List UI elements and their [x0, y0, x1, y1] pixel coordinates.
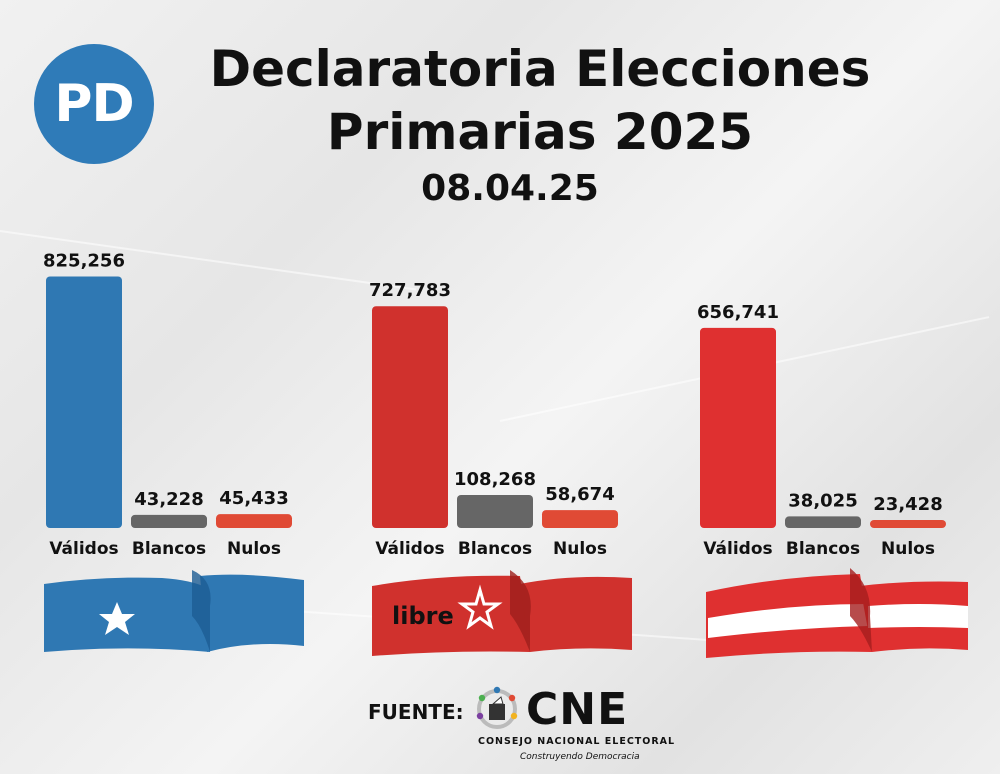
chart-1: 825,256 Válidos 43,228 Blancos 45,433 Nulos	[43, 250, 292, 559]
bar-nulos	[542, 510, 618, 528]
bar-value-label: 727,783	[369, 280, 451, 301]
category-label: Nulos	[227, 539, 281, 559]
category-label: Blancos	[132, 539, 206, 559]
pd-logo: PD	[34, 44, 154, 164]
bar-blancos	[457, 495, 533, 528]
star-flag-icon	[44, 570, 304, 652]
bar-validos	[372, 306, 448, 528]
page-date: 08.04.25	[421, 168, 599, 209]
bar-value-label: 656,741	[697, 302, 779, 323]
cne-tagline: Construyendo Democracia	[520, 752, 640, 762]
pd-logo-text: PD	[54, 74, 134, 134]
chart-3: 656,741 Válidos 38,025 Blancos 23,428 Nulos	[697, 302, 946, 559]
category-label: Válidos	[375, 539, 444, 559]
category-label: Nulos	[553, 539, 607, 559]
libre-flag-icon: libre	[372, 570, 632, 656]
chart-2: 727,783 Válidos 108,268 Blancos 58,674 Nulos	[369, 280, 618, 559]
category-label: Válidos	[49, 539, 118, 559]
bar-validos	[46, 276, 122, 528]
category-label: Nulos	[881, 539, 935, 559]
bar-value-label: 108,268	[454, 469, 536, 490]
bar-blancos	[131, 514, 207, 528]
bar-value-label: 45,433	[219, 488, 288, 509]
striped-flag-icon	[706, 568, 968, 658]
bar-validos	[700, 327, 776, 528]
source-label: FUENTE:	[368, 700, 464, 724]
bar-value-label: 825,256	[43, 250, 125, 271]
cne-emblem-icon	[476, 686, 518, 729]
bar-blancos	[785, 516, 861, 528]
bar-nulos	[870, 520, 946, 528]
bar-value-label: 58,674	[545, 484, 614, 505]
libre-flag-text: libre	[392, 602, 454, 630]
category-label: Blancos	[458, 539, 532, 559]
cne-subtitle: CONSEJO NACIONAL ELECTORAL	[478, 736, 676, 747]
bar-nulos	[216, 514, 292, 528]
bar-value-label: 23,428	[873, 494, 942, 515]
cne-name: CNE	[526, 684, 629, 735]
category-label: Válidos	[703, 539, 772, 559]
category-label: Blancos	[786, 539, 860, 559]
bar-value-label: 43,228	[134, 489, 203, 510]
page-title-line2: Primarias 2025	[326, 103, 754, 161]
page-title-line1: Declaratoria Elecciones	[209, 40, 871, 98]
bar-value-label: 38,025	[788, 490, 857, 511]
